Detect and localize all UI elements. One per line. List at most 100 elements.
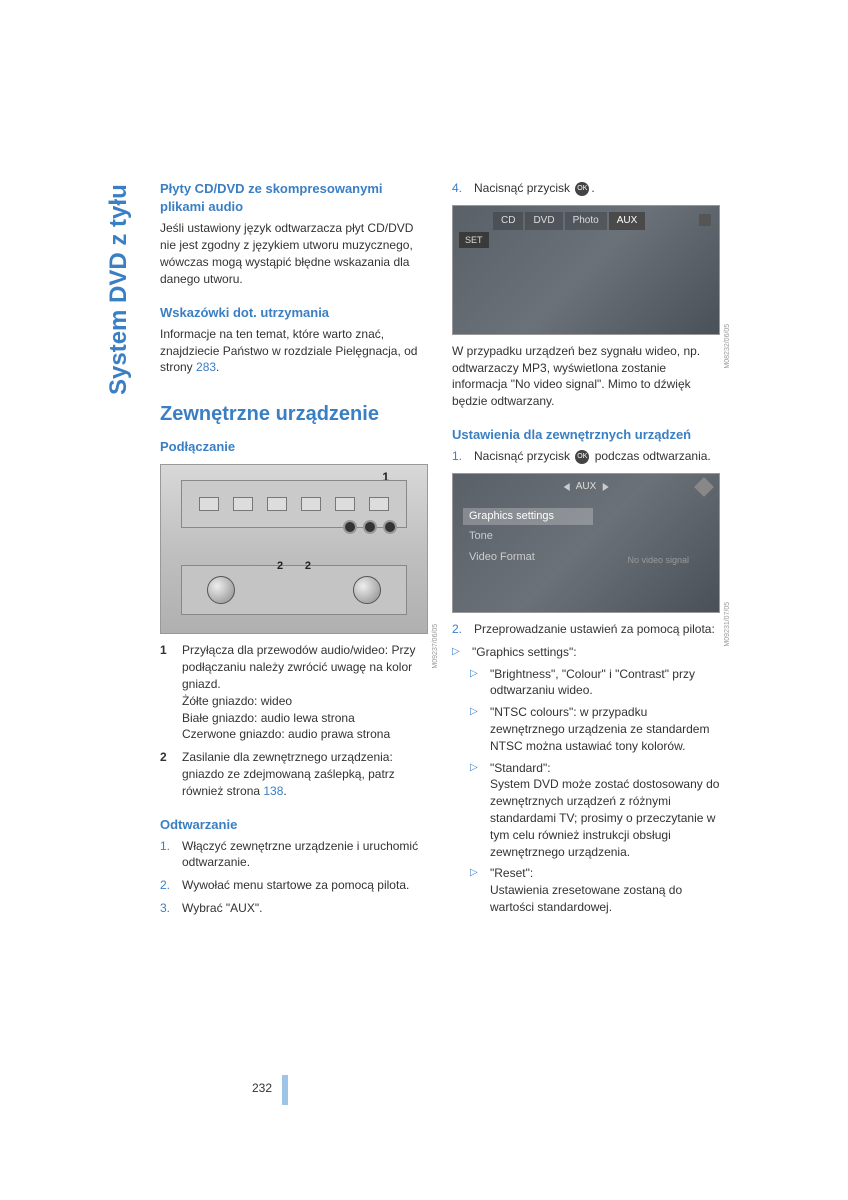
ok-button-icon: OK: [575, 182, 589, 196]
step-number: 4.: [452, 180, 466, 197]
step-text: Nacisnąć przycisk OK.: [474, 180, 720, 197]
sidebar-section-title: System DVD z tyłu: [105, 184, 133, 395]
jack-icon: [383, 520, 397, 534]
option-graphics: ▷ "Graphics settings":: [452, 644, 720, 661]
main-content: Płyty CD/DVD ze skompresowanymi plikami …: [160, 180, 720, 923]
tab-dvd: DVD: [525, 212, 562, 230]
aux-label: AUX: [576, 480, 597, 494]
settings-step-1b: podczas odtwarzania.: [591, 449, 710, 463]
legend-1-red: Czerwone gniazdo: audio prawa strona: [182, 726, 428, 743]
step-text: Włączyć zewnętrzne urządzenie i uruchomi…: [182, 838, 428, 872]
knob-icon: [353, 576, 381, 604]
heading-external-settings: Ustawienia dla zewnętrznych urządzeń: [452, 426, 720, 444]
settings-step-1a: Nacisnąć przycisk: [474, 449, 573, 463]
menu-item-graphics: Graphics settings: [463, 508, 593, 525]
legend-item-1: 1 Przyłącza dla przewodów audio/wideo: P…: [160, 642, 428, 743]
step-text: Wywołać menu startowe za pomocą pilota.: [182, 877, 428, 894]
triangle-bullet-icon: ▷: [470, 705, 482, 754]
legend-text: Przyłącza dla przewodów audio/wideo: Prz…: [182, 642, 428, 743]
legend-1-yellow: Żółte gniazdo: wideo: [182, 693, 428, 710]
figure-lower-panel: 2 2: [181, 565, 407, 615]
menu-item-tone: Tone: [463, 528, 593, 545]
figure-aux-screen: CD DVD Photo AUX SET M08232/06/05: [452, 205, 720, 335]
tab-photo: Photo: [565, 212, 607, 230]
figure-code: M09231/07/05: [723, 602, 733, 647]
step-number: 1.: [160, 838, 174, 872]
settings-step-2: 2. Przeprowadzanie ustawień za pomocą pi…: [452, 621, 720, 638]
page-ref-283[interactable]: 283: [196, 360, 216, 374]
option-text: "Graphics settings":: [472, 644, 720, 661]
connections-legend: 1 Przyłącza dla przewodów audio/wideo: P…: [160, 642, 428, 799]
diamond-icon: [694, 477, 714, 497]
heading-playback: Odtwarzanie: [160, 816, 428, 834]
heading-cd-dvd-compressed: Płyty CD/DVD ze skompresowanymi plikami …: [160, 180, 428, 216]
knob-icon: [207, 576, 235, 604]
step-4-text-b: .: [591, 181, 594, 195]
screen-tabs: CD DVD Photo AUX: [493, 212, 704, 230]
page-marker: [282, 1075, 288, 1105]
heading-maintenance: Wskazówki dot. utrzymania: [160, 304, 428, 322]
right-column: 4. Nacisnąć przycisk OK. CD DVD Photo AU…: [452, 180, 720, 923]
aux-header: AUX: [564, 480, 609, 494]
step-text: Wybrać "AUX".: [182, 900, 428, 917]
triangle-bullet-icon: ▷: [470, 866, 482, 915]
step-1: 1. Włączyć zewnętrzne urządzenie i uruch…: [160, 838, 428, 872]
figure-graphics-settings: AUX Graphics settings Tone Video Format …: [452, 473, 720, 613]
reset-label: "Reset":: [490, 865, 720, 882]
tab-cd: CD: [493, 212, 523, 230]
legend-1-white: Białe gniazdo: audio lewa strona: [182, 710, 428, 727]
figure-code: M08232/06/05: [723, 324, 733, 369]
jack-icon: [363, 520, 377, 534]
figure-button: [267, 497, 287, 511]
left-column: Płyty CD/DVD ze skompresowanymi plikami …: [160, 180, 428, 923]
step-3: 3. Wybrać "AUX".: [160, 900, 428, 917]
no-signal-text: No video signal: [627, 554, 689, 567]
para-maintenance: Informacje na ten temat, które warto zna…: [160, 326, 428, 376]
tab-aux: AUX: [609, 212, 646, 230]
suboption-standard: ▷ "Standard": System DVD może zostać dos…: [470, 760, 720, 861]
figure-label-2b: 2: [305, 559, 311, 574]
legend-1-main: Przyłącza dla przewodów audio/wideo: Prz…: [182, 642, 428, 692]
suboption-text: "Reset": Ustawienia zresetowane zostaną …: [490, 865, 720, 915]
figure-connections: 1 2 2 M09237/06/05: [160, 464, 428, 634]
step-number: 1.: [452, 448, 466, 465]
triangle-right-icon: [602, 483, 608, 491]
heading-connecting: Podłączanie: [160, 438, 428, 456]
heading-external-device: Zewnętrzne urządzenie: [160, 400, 428, 428]
figure-button: [199, 497, 219, 511]
legend-item-2: 2 Zasilanie dla zewnętrznego urządzenia:…: [160, 749, 428, 799]
legend-2-text: Zasilanie dla zewnętrznego urządzenia: g…: [182, 750, 395, 798]
playback-steps: 1. Włączyć zewnętrzne urządzenie i uruch…: [160, 838, 428, 917]
settings-options: ▷ "Graphics settings": ▷ "Brightness", "…: [452, 644, 720, 916]
step-text: Przeprowadzanie ustawień za pomocą pilot…: [474, 621, 720, 638]
para-maintenance-end: .: [216, 360, 219, 374]
page-ref-138[interactable]: 138: [263, 784, 283, 798]
step-4-text-a: Nacisnąć przycisk: [474, 181, 573, 195]
step-number: 3.: [160, 900, 174, 917]
settings-menu: Graphics settings Tone Video Format: [463, 508, 593, 566]
figure-jacks: [343, 520, 397, 534]
page-number: 232: [252, 1081, 272, 1095]
figure-button: [233, 497, 253, 511]
graphics-suboptions: ▷ "Brightness", "Colour" i "Contrast" pr…: [470, 666, 720, 916]
suboption-reset: ▷ "Reset": Ustawienia zresetowane zostan…: [470, 865, 720, 915]
legend-number: 2: [160, 749, 172, 799]
step-number: 2.: [160, 877, 174, 894]
triangle-bullet-icon: ▷: [452, 645, 464, 661]
figure-button: [301, 497, 321, 511]
step-text: Nacisnąć przycisk OK podczas odtwarzania…: [474, 448, 720, 465]
para-no-video-signal: W przypadku urządzeń bez sygnału wideo, …: [452, 343, 720, 410]
reset-desc: Ustawienia zresetowane zostaną do wartoś…: [490, 882, 720, 916]
figure-button: [335, 497, 355, 511]
step-2: 2. Wywołać menu startowe za pomocą pilot…: [160, 877, 428, 894]
standard-label: "Standard":: [490, 760, 720, 777]
jack-icon: [343, 520, 357, 534]
suboption-text: "Brightness", "Colour" i "Contrast" przy…: [490, 666, 720, 700]
suboption-text: "NTSC colours": w przypadku zewnętrznego…: [490, 704, 720, 754]
figure-button: [369, 497, 389, 511]
figure-code: M09237/06/05: [431, 623, 441, 668]
step-4: 4. Nacisnąć przycisk OK.: [452, 180, 720, 197]
triangle-bullet-icon: ▷: [470, 761, 482, 861]
legend-number: 1: [160, 642, 172, 743]
arrow-icon: [699, 214, 711, 226]
